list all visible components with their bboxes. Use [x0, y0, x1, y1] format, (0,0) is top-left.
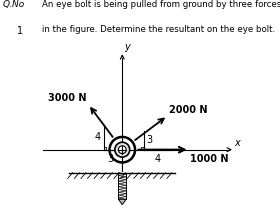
- Text: 3000 N: 3000 N: [48, 94, 87, 104]
- Text: in the figure. Determine the resultant on the eye bolt.: in the figure. Determine the resultant o…: [42, 25, 275, 34]
- Text: 4: 4: [95, 132, 101, 142]
- Text: 1000 N: 1000 N: [190, 154, 229, 164]
- Text: 4: 4: [155, 154, 161, 164]
- Text: y: y: [124, 42, 130, 52]
- Text: 1: 1: [17, 26, 23, 36]
- Circle shape: [118, 146, 126, 154]
- Polygon shape: [118, 199, 126, 205]
- Text: An eye bolt is being pulled from ground by three forces as shown: An eye bolt is being pulled from ground …: [42, 0, 280, 9]
- Text: 2000 N: 2000 N: [169, 105, 208, 115]
- Text: x: x: [234, 138, 240, 148]
- Text: 3: 3: [147, 135, 153, 145]
- Circle shape: [115, 142, 130, 157]
- Text: 3: 3: [107, 154, 113, 164]
- Text: Q.No: Q.No: [3, 0, 25, 9]
